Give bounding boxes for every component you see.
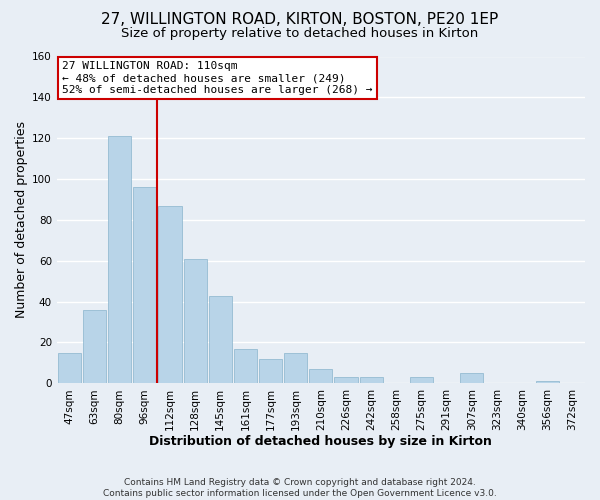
X-axis label: Distribution of detached houses by size in Kirton: Distribution of detached houses by size …: [149, 434, 493, 448]
Bar: [184, 258, 206, 384]
Bar: [310, 369, 332, 384]
Bar: [108, 136, 131, 384]
Text: 27, WILLINGTON ROAD, KIRTON, BOSTON, PE20 1EP: 27, WILLINGTON ROAD, KIRTON, BOSTON, PE2…: [101, 12, 499, 28]
Bar: [410, 377, 433, 384]
Bar: [133, 187, 157, 384]
Bar: [158, 206, 182, 384]
Text: Size of property relative to detached houses in Kirton: Size of property relative to detached ho…: [121, 28, 479, 40]
Bar: [58, 352, 81, 384]
Bar: [536, 382, 559, 384]
Text: Contains HM Land Registry data © Crown copyright and database right 2024.
Contai: Contains HM Land Registry data © Crown c…: [103, 478, 497, 498]
Bar: [284, 352, 307, 384]
Bar: [259, 359, 282, 384]
Bar: [209, 296, 232, 384]
Bar: [234, 348, 257, 384]
Bar: [460, 373, 484, 384]
Bar: [359, 377, 383, 384]
Y-axis label: Number of detached properties: Number of detached properties: [15, 122, 28, 318]
Bar: [83, 310, 106, 384]
Bar: [334, 377, 358, 384]
Text: 27 WILLINGTON ROAD: 110sqm
← 48% of detached houses are smaller (249)
52% of sem: 27 WILLINGTON ROAD: 110sqm ← 48% of deta…: [62, 62, 373, 94]
